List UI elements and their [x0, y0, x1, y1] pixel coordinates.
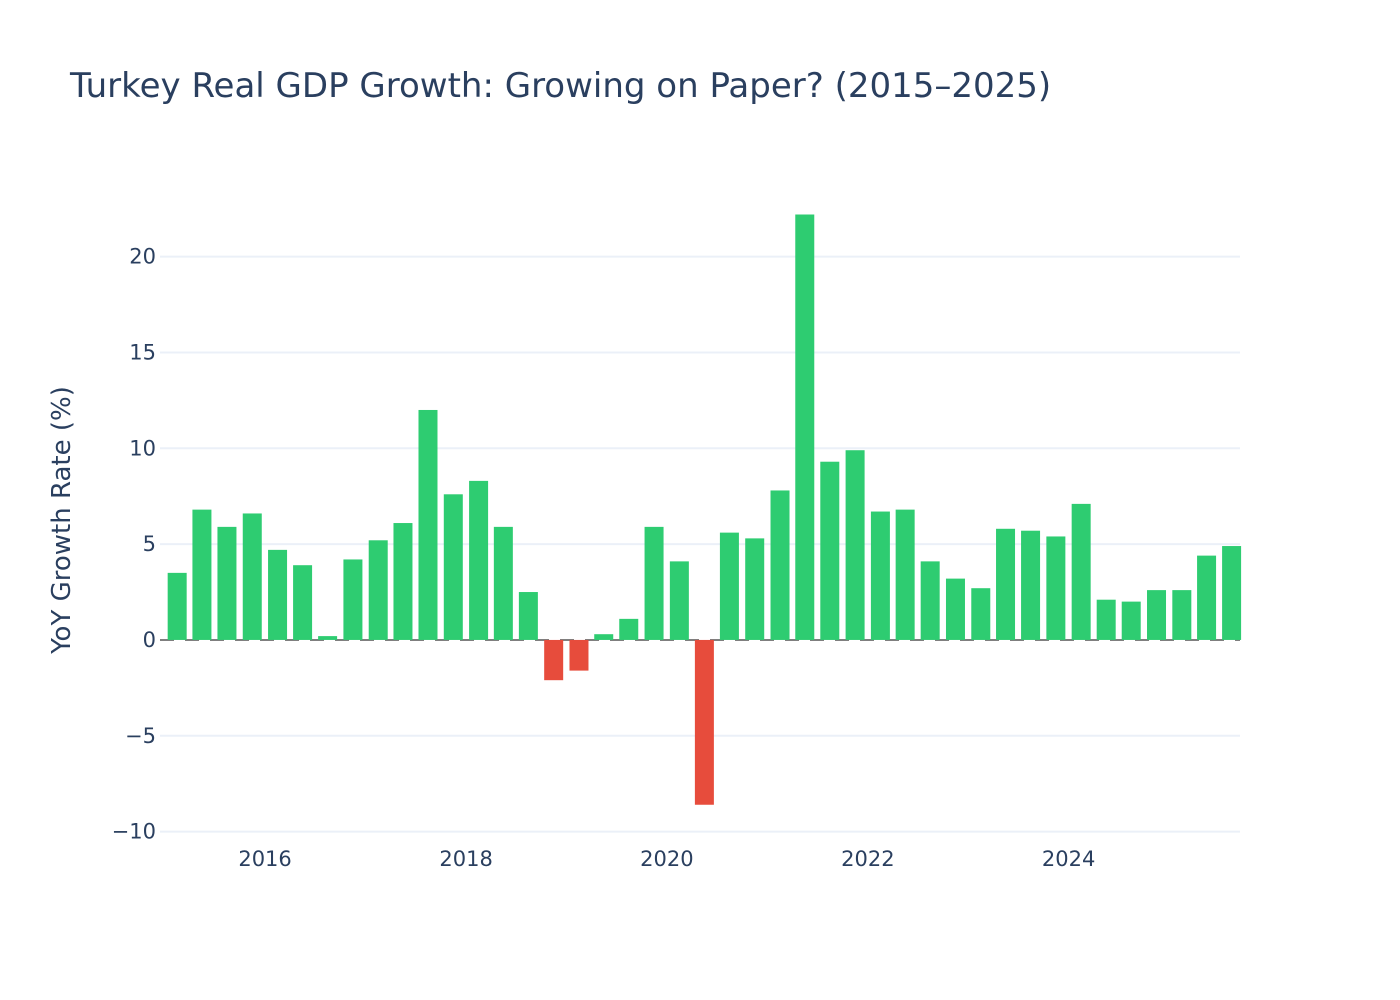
- bar: [1096, 599, 1116, 640]
- bar: [971, 588, 991, 640]
- bar: [1046, 536, 1066, 640]
- bar: [343, 559, 363, 640]
- x-axis-ticks: 2016 2018 2020 2022 2024: [238, 847, 1095, 871]
- bar: [845, 450, 865, 640]
- bar: [1222, 546, 1242, 640]
- bar: [669, 561, 689, 640]
- bar: [644, 526, 664, 640]
- bar: [745, 538, 765, 640]
- bars: [167, 214, 1242, 805]
- bar: [770, 490, 790, 640]
- bar: [217, 526, 237, 640]
- y-tick-label: 20: [129, 245, 156, 269]
- y-tick-label: −10: [112, 820, 156, 844]
- bar: [418, 409, 438, 640]
- y-tick-label: 0: [143, 628, 156, 652]
- x-tick-label: 2024: [1042, 847, 1095, 871]
- bar: [719, 532, 739, 640]
- bar: [1121, 601, 1141, 640]
- bar: [393, 523, 413, 640]
- y-tick-label: 15: [129, 340, 156, 364]
- bar: [795, 214, 815, 640]
- bar: [242, 513, 262, 640]
- bar: [268, 549, 288, 640]
- bar: [469, 480, 489, 640]
- bar: [544, 639, 564, 681]
- bar: [318, 636, 338, 640]
- bar: [996, 528, 1016, 640]
- bar: [694, 639, 714, 805]
- chart-title: Turkey Real GDP Growth: Growing on Paper…: [70, 66, 1052, 106]
- bar: [293, 565, 313, 640]
- bar: [518, 592, 538, 640]
- bar: [192, 509, 212, 640]
- y-tick-label: −5: [125, 724, 156, 748]
- bar: [945, 578, 965, 640]
- bar: [443, 494, 463, 640]
- bar: [493, 526, 513, 640]
- bar: [895, 509, 915, 640]
- bar: [1172, 590, 1192, 640]
- bar: [1021, 530, 1041, 640]
- bar: [820, 461, 840, 640]
- bar: [594, 634, 614, 640]
- x-tick-label: 2022: [841, 847, 894, 871]
- x-tick-label: 2016: [238, 847, 291, 871]
- bar: [870, 511, 890, 640]
- y-tick-label: 10: [129, 436, 156, 460]
- bar: [619, 618, 639, 640]
- x-tick-label: 2020: [640, 847, 693, 871]
- bar: [1147, 590, 1167, 640]
- y-tick-label: 5: [143, 532, 156, 556]
- bar: [569, 639, 589, 671]
- x-tick-label: 2018: [439, 847, 492, 871]
- bar: [920, 561, 940, 640]
- y-axis-ticks: −10 −5 0 5 10 15 20: [112, 245, 156, 844]
- bar: [167, 572, 187, 640]
- bar: [1071, 503, 1091, 640]
- bar: [1197, 555, 1217, 640]
- bar: [368, 540, 388, 640]
